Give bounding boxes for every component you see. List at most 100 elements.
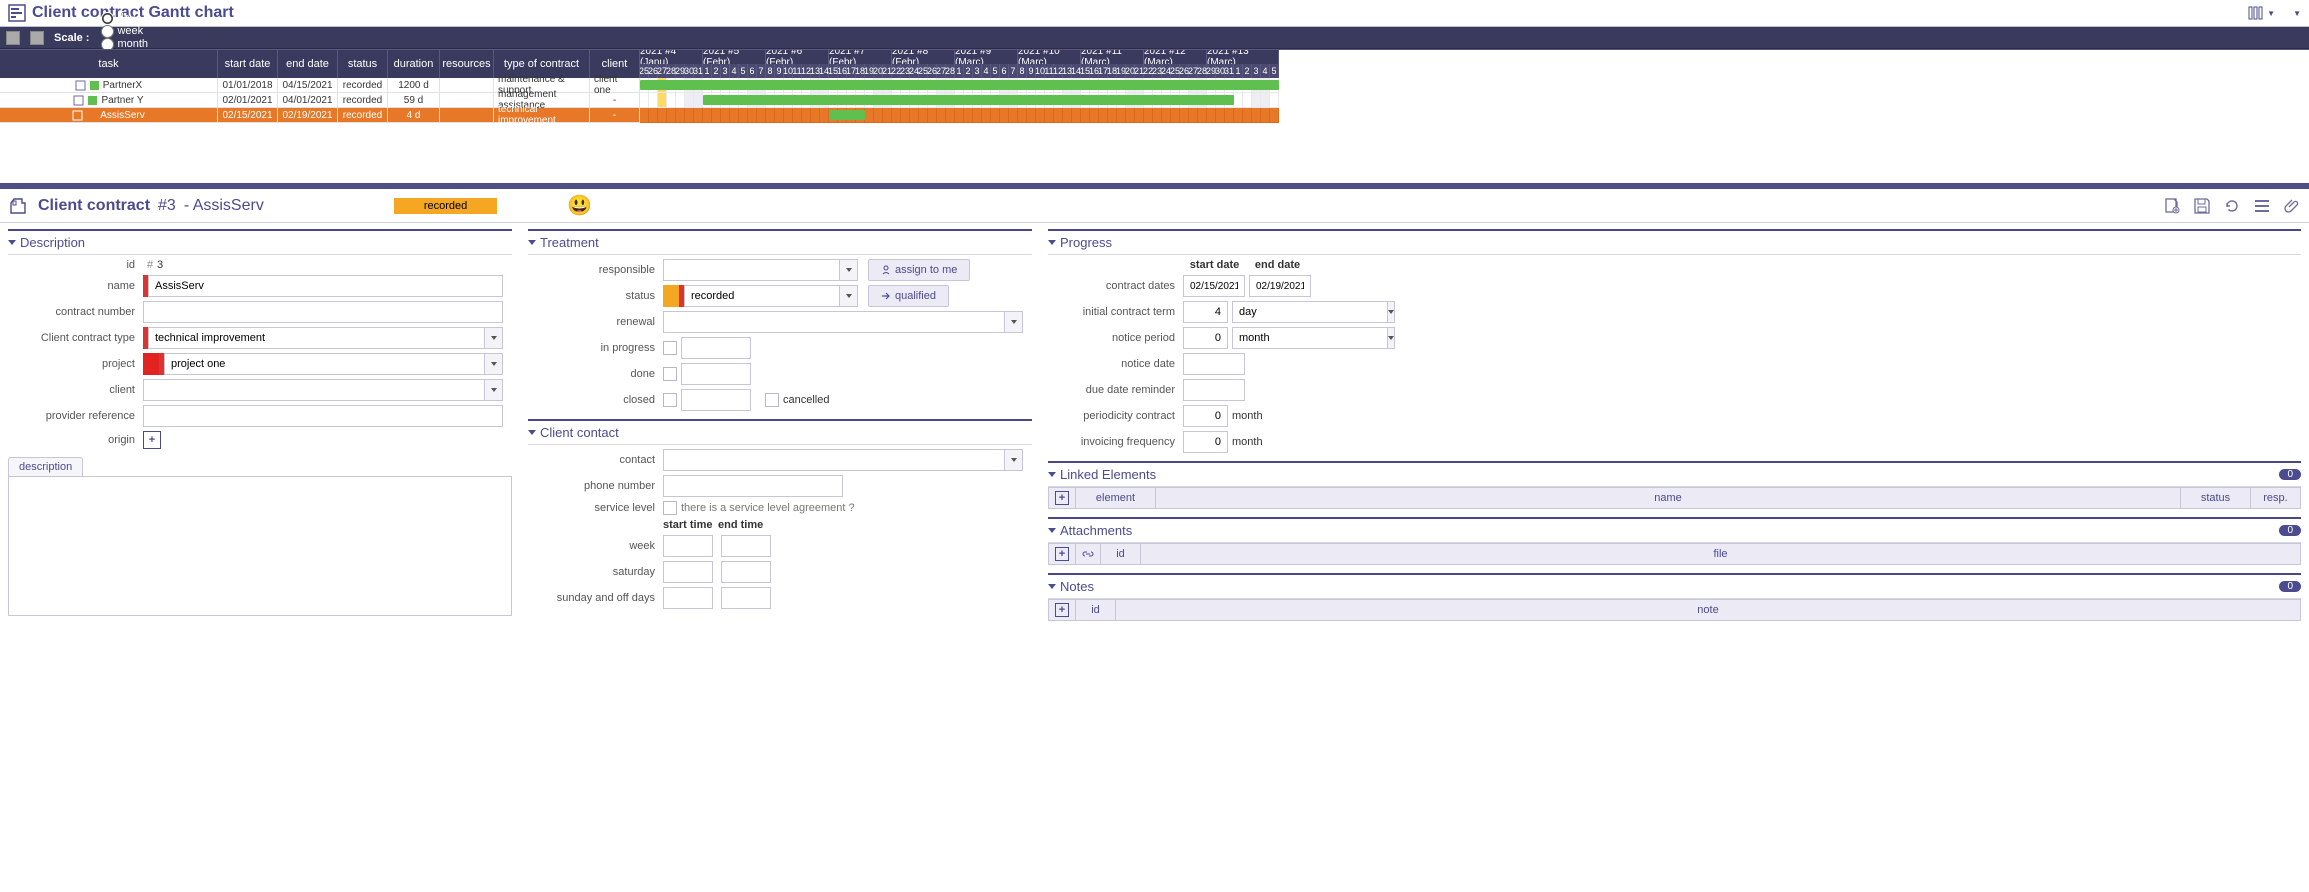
day-header[interactable]: 7: [757, 64, 766, 78]
initterm-input[interactable]: [1183, 301, 1228, 323]
initterm-unit[interactable]: [1232, 301, 1388, 323]
invfreq-input[interactable]: [1183, 431, 1228, 453]
gantt-col-start-date[interactable]: start date: [218, 50, 278, 78]
day-header[interactable]: 7: [1009, 64, 1018, 78]
desc-tab[interactable]: description: [8, 457, 83, 476]
week-header[interactable]: 2021 #8 (Febr): [892, 50, 955, 64]
client-dd[interactable]: [485, 379, 503, 401]
toolbar-btn-1[interactable]: [6, 31, 20, 45]
done-check[interactable]: [663, 367, 677, 381]
sec-treatment[interactable]: Treatment: [528, 229, 1032, 255]
attach-link-button[interactable]: [1076, 544, 1101, 565]
toolbar-btn-2[interactable]: [30, 31, 44, 45]
more-tool[interactable]: ▼: [2293, 9, 2301, 18]
day-header[interactable]: 5: [1270, 64, 1279, 78]
linked-col-resp[interactable]: resp.: [2251, 488, 2301, 509]
week-header[interactable]: 2021 #11 (Marc): [1081, 50, 1144, 64]
gantt-col-duration[interactable]: duration: [388, 50, 440, 78]
client-input[interactable]: [143, 379, 485, 401]
attach-add-button[interactable]: +: [1055, 547, 1069, 561]
refresh-icon[interactable]: [2223, 197, 2241, 215]
gantt-col-task[interactable]: task: [0, 50, 218, 78]
week-header[interactable]: 2021 #13 (Marc): [1207, 50, 1279, 64]
status-input[interactable]: [684, 285, 840, 307]
day-header[interactable]: 8: [1018, 64, 1027, 78]
week-header[interactable]: 2021 #7 (Febr): [829, 50, 892, 64]
linked-add-button[interactable]: +: [1055, 491, 1069, 505]
type-dd[interactable]: [485, 327, 503, 349]
gantt-col-status[interactable]: status: [338, 50, 388, 78]
startdate-input[interactable]: [1183, 275, 1245, 297]
day-header[interactable]: 31: [1225, 64, 1234, 78]
phone-input[interactable]: [663, 475, 843, 497]
renewal-dd[interactable]: [1005, 311, 1023, 333]
day-header[interactable]: 1: [955, 64, 964, 78]
renewal-input[interactable]: [663, 311, 1005, 333]
sat-end-input[interactable]: [721, 561, 771, 583]
linked-col-status[interactable]: status: [2181, 488, 2251, 509]
resp-input[interactable]: [663, 259, 840, 281]
status-dd[interactable]: [840, 285, 858, 307]
week-header[interactable]: 2021 #5 (Febr): [703, 50, 766, 64]
scale-opt-week[interactable]: week: [101, 25, 152, 38]
sun-start-input[interactable]: [663, 587, 713, 609]
new-icon[interactable]: [2163, 197, 2181, 215]
sat-start-input[interactable]: [663, 561, 713, 583]
day-header[interactable]: 2: [712, 64, 721, 78]
period-input[interactable]: [1183, 405, 1228, 427]
gantt-col-resources[interactable]: resources: [440, 50, 494, 78]
gantt-col-end-date[interactable]: end date: [278, 50, 338, 78]
columns-tool[interactable]: ▼: [2248, 6, 2275, 20]
day-header[interactable]: 6: [748, 64, 757, 78]
week-end-input[interactable]: [721, 535, 771, 557]
sec-description[interactable]: Description: [8, 229, 512, 255]
day-header[interactable]: 4: [730, 64, 739, 78]
qualified-button[interactable]: qualified: [868, 285, 949, 307]
initterm-dd[interactable]: [1388, 301, 1395, 323]
day-header[interactable]: 2: [964, 64, 973, 78]
inprogress-input[interactable]: [681, 337, 751, 359]
day-header[interactable]: 5: [991, 64, 1000, 78]
notice-unit[interactable]: [1232, 327, 1388, 349]
noticedate-input[interactable]: [1183, 353, 1245, 375]
day-header[interactable]: 6: [1000, 64, 1009, 78]
inprogress-check[interactable]: [663, 341, 677, 355]
week-start-input[interactable]: [663, 535, 713, 557]
week-header[interactable]: 2021 #9 (Marc): [955, 50, 1018, 64]
day-header[interactable]: 1: [703, 64, 712, 78]
contractnum-input[interactable]: [143, 301, 503, 323]
attach-icon[interactable]: [2283, 197, 2301, 215]
closed-input[interactable]: [681, 389, 751, 411]
gantt-bar[interactable]: [829, 110, 865, 120]
project-dd[interactable]: [485, 353, 503, 375]
sla-check[interactable]: [663, 501, 677, 515]
project-input[interactable]: [164, 353, 485, 375]
origin-add-button[interactable]: +: [143, 431, 161, 449]
sec-progress[interactable]: Progress: [1048, 229, 2301, 255]
gantt-bar[interactable]: [703, 95, 1234, 105]
day-header[interactable]: 4: [1261, 64, 1270, 78]
save-icon[interactable]: [2193, 197, 2211, 215]
notes-col-id[interactable]: id: [1076, 600, 1116, 621]
day-header[interactable]: 3: [721, 64, 730, 78]
week-header[interactable]: 2021 #4 (Janu): [640, 50, 703, 64]
day-header[interactable]: 3: [1252, 64, 1261, 78]
day-header[interactable]: 8: [766, 64, 775, 78]
description-textarea[interactable]: [8, 476, 512, 616]
notice-input[interactable]: [1183, 327, 1228, 349]
sec-attach[interactable]: Attachments0: [1048, 517, 2301, 543]
week-header[interactable]: 2021 #10 (Marc): [1018, 50, 1081, 64]
contact-input[interactable]: [663, 449, 1005, 471]
sec-contact[interactable]: Client contact: [528, 419, 1032, 445]
type-input[interactable]: [148, 327, 485, 349]
notes-col-note[interactable]: note: [1116, 600, 2301, 621]
gantt-timeline-row[interactable]: [640, 108, 2309, 123]
duedate-input[interactable]: [1183, 379, 1245, 401]
closed-check[interactable]: [663, 393, 677, 407]
day-header[interactable]: 28: [946, 64, 955, 78]
day-header[interactable]: 5: [739, 64, 748, 78]
day-header[interactable]: 2: [1243, 64, 1252, 78]
notice-dd[interactable]: [1388, 327, 1395, 349]
notes-add-button[interactable]: +: [1055, 603, 1069, 617]
sun-end-input[interactable]: [721, 587, 771, 609]
